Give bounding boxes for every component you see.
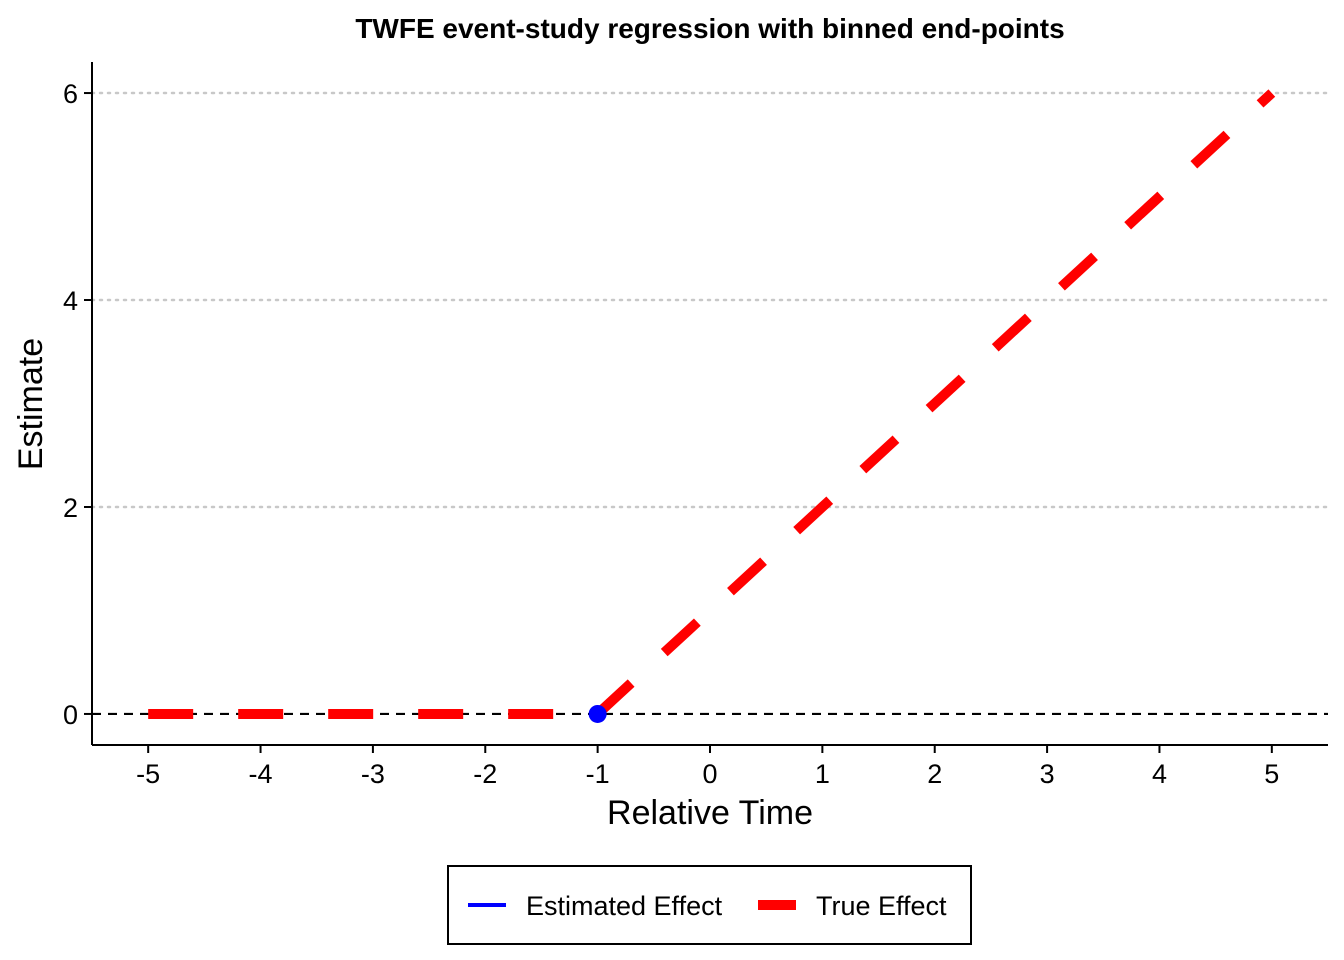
point-estimated-effect bbox=[588, 704, 607, 723]
gridlines bbox=[90, 91, 1330, 509]
legend-box bbox=[447, 865, 972, 945]
axes bbox=[91, 62, 1328, 746]
y-tick-label: 2 bbox=[63, 493, 78, 523]
x-tick-label: 4 bbox=[1152, 759, 1167, 789]
x-tick-label: 1 bbox=[815, 759, 830, 789]
series-line-true-effect bbox=[148, 89, 1276, 719]
y-tick-label: 4 bbox=[63, 286, 78, 316]
x-tick-label: 3 bbox=[1040, 759, 1055, 789]
y-ticks: 0 2 4 6 bbox=[63, 79, 92, 730]
legend-label-true-effect: True Effect bbox=[816, 891, 947, 921]
x-tick-label: -2 bbox=[473, 759, 497, 789]
x-tick-label: -4 bbox=[249, 759, 273, 789]
series-layer bbox=[148, 89, 1276, 723]
x-tick-label: 2 bbox=[927, 759, 942, 789]
y-axis-title: Estimate bbox=[12, 338, 50, 470]
y-tick-label: 0 bbox=[63, 700, 78, 730]
x-tick-label: -1 bbox=[586, 759, 610, 789]
x-axis-title: Relative Time bbox=[607, 794, 813, 832]
legend-label-estimated-effect: Estimated Effect bbox=[526, 891, 723, 921]
x-tick-label: -3 bbox=[361, 759, 385, 789]
x-tick-label: 0 bbox=[702, 759, 717, 789]
x-tick-label: -5 bbox=[136, 759, 160, 789]
legend: Estimated Effect True Effect bbox=[447, 865, 972, 945]
x-ticks: -5 -4 -3 -2 -1 0 1 2 3 4 5 bbox=[136, 745, 1279, 789]
chart-title: TWFE event-study regression with binned … bbox=[355, 13, 1064, 44]
x-tick-label: 5 bbox=[1264, 759, 1279, 789]
y-tick-label: 6 bbox=[63, 79, 78, 109]
